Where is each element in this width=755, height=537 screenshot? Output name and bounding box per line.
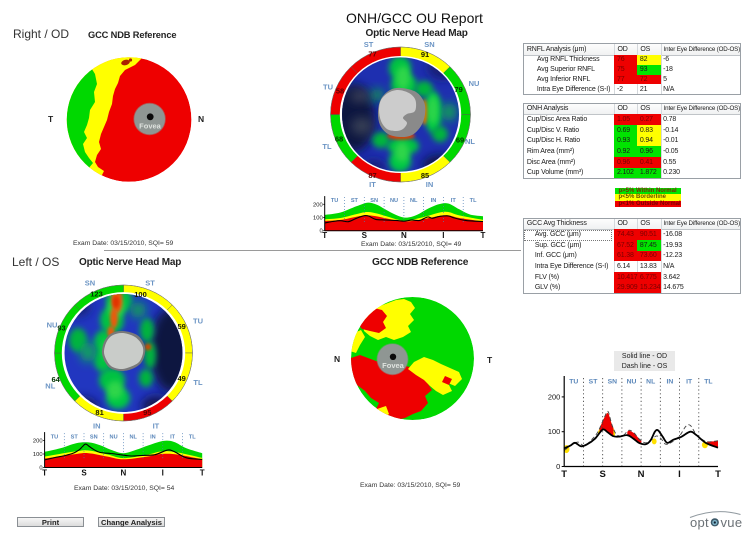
svg-text:S: S (81, 468, 87, 477)
svg-text:NU: NU (469, 79, 480, 88)
svg-text:IT: IT (686, 379, 693, 386)
svg-text:Fovea: Fovea (382, 361, 405, 370)
svg-text:S: S (600, 469, 606, 480)
svg-text:IN: IN (666, 379, 673, 386)
svg-text:59: 59 (178, 322, 186, 331)
svg-text:NU: NU (390, 198, 398, 204)
svg-text:NL: NL (646, 379, 655, 386)
svg-text:T: T (561, 469, 567, 480)
svg-text:IT: IT (369, 180, 376, 189)
svg-text:I: I (678, 469, 681, 480)
svg-text:TU: TU (193, 317, 203, 326)
svg-text:85: 85 (421, 171, 429, 180)
svg-text:SN: SN (608, 379, 618, 386)
svg-text:100: 100 (33, 452, 43, 458)
svg-text:TU: TU (51, 434, 58, 440)
svg-text:TL: TL (470, 198, 477, 204)
svg-text:IT: IT (170, 434, 176, 440)
svg-text:T: T (481, 231, 486, 240)
svg-text:ST: ST (351, 198, 359, 204)
svg-text:NL: NL (129, 434, 137, 440)
svg-text:I: I (442, 231, 444, 240)
svg-text:123: 123 (90, 290, 103, 299)
svg-text:NU: NU (110, 434, 118, 440)
svg-text:IN: IN (93, 422, 101, 431)
svg-text:NL: NL (45, 382, 55, 391)
svg-text:I: I (162, 468, 164, 477)
svg-text:TL: TL (193, 378, 203, 387)
svg-text:IN: IN (431, 198, 437, 204)
svg-text:SN: SN (90, 434, 98, 440)
svg-text:T: T (715, 469, 721, 480)
svg-text:100: 100 (313, 216, 323, 222)
svg-text:ST: ST (145, 279, 155, 288)
svg-text:0: 0 (319, 229, 322, 235)
svg-text:TU: TU (331, 198, 338, 204)
svg-text:NU: NU (627, 379, 637, 386)
svg-text:TU: TU (323, 82, 333, 91)
svg-text:200: 200 (313, 202, 323, 208)
svg-text:NL: NL (465, 137, 475, 146)
svg-text:vue: vue (721, 515, 743, 530)
svg-text:ST: ST (589, 379, 599, 386)
svg-text:TL: TL (704, 379, 712, 386)
svg-text:N: N (638, 469, 645, 480)
svg-text:IT: IT (153, 422, 160, 431)
svg-text:91: 91 (421, 50, 429, 59)
svg-text:0: 0 (39, 466, 42, 472)
svg-text:IN: IN (150, 434, 156, 440)
svg-text:79: 79 (454, 85, 462, 94)
svg-text:NU: NU (47, 321, 58, 330)
svg-text:TL: TL (322, 142, 332, 151)
svg-text:69: 69 (456, 136, 464, 145)
svg-text:T: T (200, 468, 205, 477)
svg-text:68: 68 (335, 134, 343, 143)
svg-text:ST: ST (364, 40, 374, 49)
svg-text:100: 100 (548, 427, 560, 436)
svg-text:Fovea: Fovea (139, 122, 162, 131)
svg-text:S: S (362, 231, 368, 240)
svg-text:ST: ST (71, 434, 79, 440)
svg-text:TL: TL (189, 434, 196, 440)
svg-text:49: 49 (178, 374, 186, 383)
svg-text:opt: opt (690, 515, 709, 530)
svg-text:N: N (401, 231, 407, 240)
svg-text:SN: SN (370, 198, 378, 204)
svg-text:95: 95 (143, 408, 151, 417)
svg-text:TU: TU (569, 379, 578, 386)
svg-text:64: 64 (52, 375, 61, 384)
svg-text:SN: SN (85, 279, 95, 288)
svg-text:NL: NL (410, 198, 418, 204)
svg-text:SN: SN (424, 40, 434, 49)
svg-text:IN: IN (426, 180, 434, 189)
svg-text:93: 93 (57, 323, 65, 332)
svg-text:200: 200 (548, 392, 560, 401)
svg-text:58: 58 (336, 87, 344, 96)
svg-text:0: 0 (556, 462, 560, 471)
svg-text:77: 77 (368, 50, 376, 59)
svg-text:IT: IT (451, 198, 457, 204)
svg-text:81: 81 (95, 408, 103, 417)
svg-text:87: 87 (368, 171, 376, 180)
svg-text:200: 200 (33, 439, 43, 445)
svg-text:N: N (121, 468, 127, 477)
svg-text:T: T (42, 468, 47, 477)
svg-text:100: 100 (134, 290, 147, 299)
svg-text:T: T (322, 231, 327, 240)
